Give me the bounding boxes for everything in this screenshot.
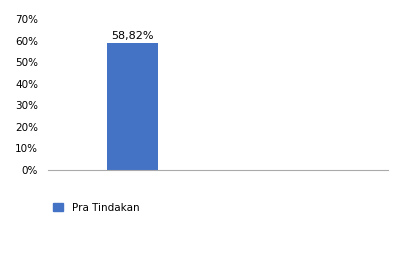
Legend: Pra Tindakan: Pra Tindakan [53, 203, 139, 213]
Bar [107, 43, 158, 170]
Text: 58,82%: 58,82% [112, 31, 154, 41]
